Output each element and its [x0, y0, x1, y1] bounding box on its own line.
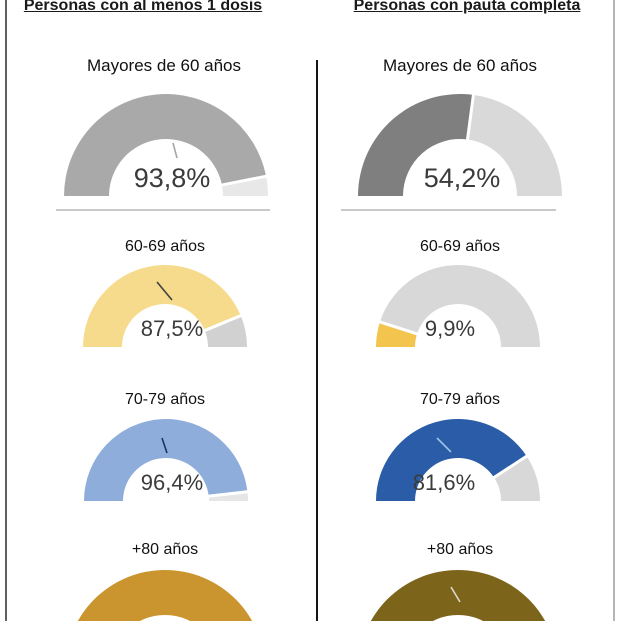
age-label-dose1-80plus: +80 años — [131, 541, 199, 558]
gauge-completa-6069: 9,9% — [376, 265, 540, 347]
age-label-completa-60plus: Mayores de 60 años — [382, 56, 538, 75]
age-label-dose1-6069: 60-69 años — [124, 238, 206, 255]
age-label-dose1-7079: 70-79 años — [124, 391, 206, 408]
gauge-value-label: 54,2% — [424, 163, 501, 193]
age-label-completa-80plus: +80 años — [426, 541, 494, 558]
age-label-completa-7079: 70-79 años — [419, 391, 501, 408]
gauge-completa-7079: 81,6% — [376, 419, 540, 501]
row-separator-right — [341, 209, 556, 211]
right-border-line — [613, 0, 615, 621]
gauge-completa-80plus — [370, 570, 546, 621]
gauge-value-label: 93,8% — [134, 163, 211, 193]
age-label-completa-6069: 60-69 años — [419, 238, 501, 255]
gauge-dose1-60plus: 93,8% — [64, 94, 268, 196]
gauge-value-label: 9,9% — [425, 316, 475, 341]
age-label-dose1-60plus: Mayores de 60 años — [86, 56, 242, 75]
column-header-dose1: Personas con al menos 1 dosis — [23, 0, 263, 14]
gauge-value-label: 96,4% — [141, 470, 203, 495]
column-header-completa: Personas con pauta completa — [353, 0, 581, 14]
row-separator-left — [56, 209, 270, 211]
gauge-value-label: 87,5% — [141, 316, 203, 341]
left-border-line — [5, 0, 7, 621]
gauge-value-label: 81,6% — [413, 470, 475, 495]
gauge-dose1-7079: 96,4% — [84, 419, 249, 501]
gauge-completa-60plus: 54,2% — [358, 93, 562, 196]
column-divider-line — [316, 60, 318, 621]
gauge-dose1-6069: 87,5% — [83, 265, 247, 347]
gauge-dose1-80plus — [77, 570, 253, 621]
